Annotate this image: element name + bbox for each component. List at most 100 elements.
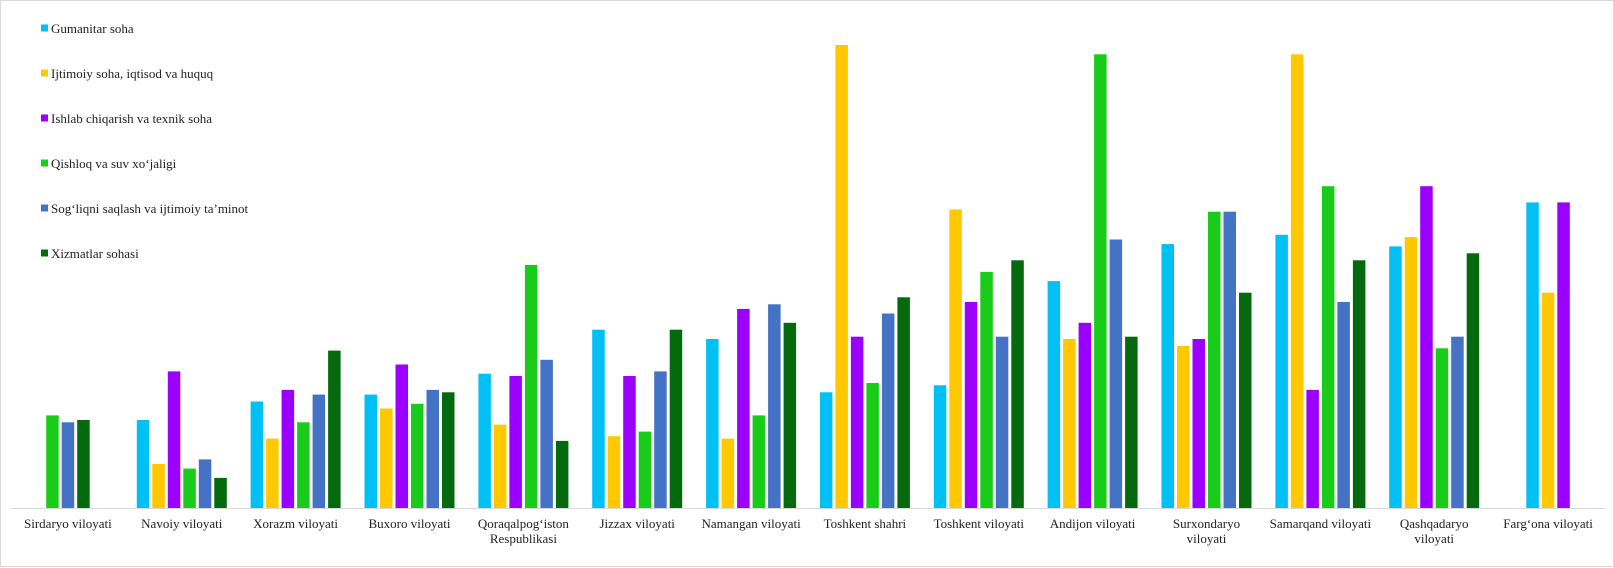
legend-label-4: Qishloq va suv xo‘jaligi (51, 156, 177, 171)
bar-series-3-category-4 (395, 364, 408, 508)
bar-series-1-category-12 (1275, 234, 1288, 509)
bar-series-2-category-4 (380, 408, 393, 508)
legend-label-2: Ijtimoiy soha, iqtisod va huquq (51, 66, 214, 81)
bar-series-2-category-8 (835, 45, 848, 508)
bar-series-1-category-7 (706, 339, 719, 508)
legend-label-3: Ishlab chiqarish va texnik soha (51, 111, 212, 126)
bar-series-4-category-2 (183, 468, 196, 508)
bar-series-4-category-9 (980, 271, 993, 508)
bar-series-1-category-3 (250, 401, 264, 508)
bar-series-4-category-8 (866, 383, 879, 508)
bar-series-5-category-13 (1451, 336, 1464, 508)
x-tick-label-3: Xorazm viloyati (253, 516, 338, 531)
bar-series-3-category-6 (623, 376, 636, 508)
bar-series-3-category-13 (1420, 186, 1433, 508)
bar-series-4-category-11 (1208, 211, 1221, 508)
bar-series-2-category-6 (607, 436, 621, 508)
bar-series-2-category-11 (1177, 346, 1190, 508)
x-tick-label-4: Buxoro viloyati (369, 516, 451, 531)
x-tick-labels: Sirdaryo viloyati Navoiy viloyati Xorazm v… (24, 516, 1593, 546)
bar-series-5-category-5 (540, 359, 553, 508)
bar-series-3-category-10 (1078, 322, 1092, 508)
bar-series-3-category-12 (1306, 389, 1319, 508)
bar-series-4-category-13 (1435, 348, 1449, 508)
bar-series-2-category-12 (1290, 54, 1304, 509)
bar-series-4-category-7 (752, 415, 766, 508)
bar-series-5-category-6 (654, 371, 667, 508)
x-tick-label-8: Toshkent shahri (824, 516, 907, 531)
bar-series-3-category-2 (167, 371, 181, 508)
bar-series-1-category-11 (1161, 244, 1174, 508)
x-tick-label-13-line-1: Qashqadaryo (1400, 516, 1469, 531)
bar-series-6-category-7 (783, 322, 797, 508)
bar-series-2-category-7 (721, 438, 735, 508)
bar-series-2-category-14 (1541, 292, 1555, 508)
bar-series-4-category-5 (524, 264, 538, 508)
bar-series-5-category-2 (198, 459, 212, 508)
bar-series-3-category-3 (281, 389, 295, 508)
bar-series-2-category-9 (949, 209, 962, 508)
x-tick-label-7: Namangan viloyati (701, 516, 801, 531)
bar-series-6-category-1 (77, 420, 90, 508)
x-tick-label-9: Toshkent viloyati (934, 516, 1025, 531)
bar-series-6-category-5 (555, 440, 569, 508)
legend-swatch-1 (41, 24, 48, 32)
bar-series-6-category-13 (1466, 253, 1480, 508)
x-tick-label-13-line-2: viloyati (1414, 531, 1454, 546)
bar-series-1-category-13 (1389, 246, 1402, 508)
bar-series-5-category-10 (1109, 239, 1123, 508)
bar-series-2-category-3 (266, 438, 279, 508)
legend-label-1: Gumanitar soha (51, 21, 134, 36)
bar-series-2-category-13 (1404, 237, 1418, 508)
bar-series-6-category-10 (1125, 336, 1138, 508)
bar-series-3-category-7 (737, 308, 750, 508)
bar-series-3-category-9 (964, 302, 978, 508)
bar-series-5-category-7 (768, 304, 781, 508)
bar-series-6-category-12 (1352, 260, 1366, 508)
bar-series-4-category-3 (297, 422, 310, 508)
x-tick-label-5-line-2: Respublikasi (490, 531, 558, 546)
bar-series-3-category-14 (1557, 202, 1570, 508)
bar-series-3-category-5 (509, 376, 522, 508)
x-tick-label-14: Farg‘ona viloyati (1503, 516, 1593, 531)
bar-series-4-category-12 (1321, 186, 1335, 508)
bar-series-6-category-6 (669, 329, 683, 508)
bar-series-5-category-8 (881, 313, 895, 508)
legend-swatch-5 (41, 204, 48, 212)
bars-layer (46, 45, 1570, 509)
bar-series-3-category-8 (850, 336, 864, 508)
bar-series-6-category-3 (328, 350, 341, 508)
bar-series-1-category-10 (1047, 281, 1061, 508)
bar-series-2-category-2 (152, 464, 165, 508)
bar-series-5-category-11 (1223, 211, 1236, 508)
bar-series-1-category-8 (819, 392, 833, 509)
bar-series-4-category-1 (46, 415, 59, 508)
bar-series-1-category-4 (364, 394, 377, 508)
bar-series-2-category-10 (1063, 339, 1076, 508)
legend-label-6: Xizmatlar sohasi (51, 246, 139, 261)
bar-series-1-category-14 (1526, 202, 1539, 508)
bar-series-6-category-9 (1011, 260, 1024, 508)
x-tick-label-11-line-2: viloyati (1187, 531, 1227, 546)
bar-series-4-category-6 (638, 431, 652, 508)
legend-label-5: Sog‘liqni saqlash va ijtimoiy ta’minot (51, 201, 249, 216)
bar-series-6-category-4 (442, 392, 455, 509)
bar-series-6-category-2 (214, 477, 227, 508)
bar-series-5-category-12 (1337, 302, 1350, 508)
bar-series-2-category-5 (493, 424, 507, 508)
bar-series-1-category-2 (136, 420, 150, 508)
legend-swatch-6 (41, 249, 48, 257)
bar-series-1-category-5 (478, 373, 491, 508)
legend-swatch-2 (41, 69, 48, 77)
legend-swatch-4 (41, 159, 48, 167)
bar-series-6-category-8 (897, 297, 910, 508)
x-tick-label-11-line-1: Surxondaryo (1173, 516, 1240, 531)
x-tick-label-2: Navoiy viloyati (141, 516, 223, 531)
bar-series-3-category-11 (1192, 339, 1205, 508)
x-tick-label-12: Samarqand viloyati (1270, 516, 1372, 531)
legend-swatch-3 (41, 114, 48, 122)
x-tick-label-5-line-1: Qoraqalpog‘iston (478, 516, 569, 531)
bar-series-1-category-6 (592, 329, 605, 508)
